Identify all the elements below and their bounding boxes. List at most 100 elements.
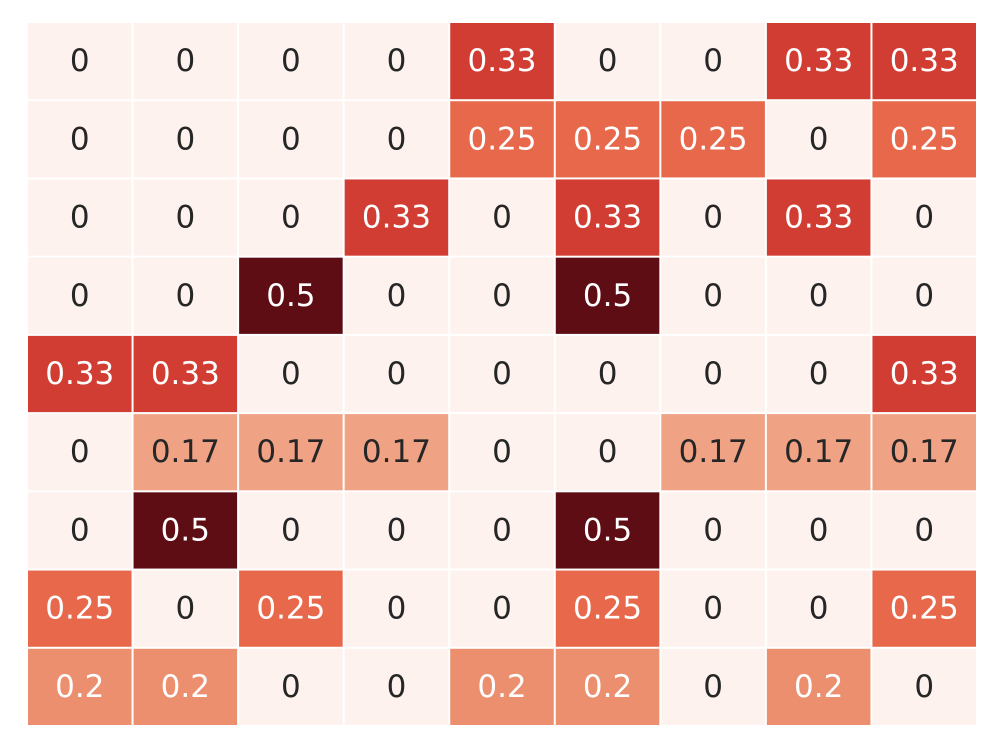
- heatmap-cell-label-r5-c5: 0: [598, 434, 618, 470]
- heatmap-cell-r2-c8: [872, 179, 976, 256]
- heatmap-cell-r1-c8: [872, 101, 976, 178]
- heatmap-cell-r0-c8: [872, 23, 976, 100]
- heatmap-cell-label-r8-c4: 0.2: [477, 669, 526, 705]
- heatmap-cell-label-r5-c8: 0.17: [890, 434, 959, 470]
- heatmap-cell-label-r4-c1: 0.33: [151, 356, 220, 392]
- heatmap-cell-r5-c6: [661, 414, 765, 491]
- heatmap-cell-r1-c7: [766, 101, 871, 178]
- heatmap-cell-label-r6-c5: 0.5: [583, 512, 632, 548]
- heatmap-cell-r4-c1: [133, 335, 238, 413]
- heatmap-cell-r6-c3: [344, 492, 449, 569]
- heatmap-cell-label-r5-c2: 0.17: [256, 434, 325, 470]
- heatmap-cell-r0-c0: [28, 23, 132, 100]
- heatmap-cell-r7-c5: [555, 570, 660, 647]
- heatmap-cell-label-r6-c0: 0: [70, 512, 90, 548]
- heatmap-cell-r1-c1: [133, 101, 238, 178]
- heatmap-cell-label-r5-c3: 0.17: [362, 434, 431, 470]
- heatmap-cell-label-r6-c8: 0: [914, 512, 934, 548]
- heatmap-cell-r8-c0: [28, 648, 132, 725]
- heatmap-cell-r5-c8: [872, 414, 976, 491]
- heatmap-cell-label-r2-c5: 0.33: [573, 200, 642, 236]
- heatmap-cell-r5-c5: [555, 414, 660, 491]
- heatmap-cell-label-r0-c1: 0: [175, 43, 195, 79]
- heatmap-cell-label-r8-c7: 0.2: [794, 669, 843, 705]
- heatmap-cell-r8-c6: [661, 648, 765, 725]
- heatmap-cell-label-r7-c8: 0.25: [890, 591, 959, 627]
- heatmap-cell-r1-c5: [555, 101, 660, 178]
- heatmap-cell-r0-c3: [344, 23, 449, 100]
- heatmap-cell-label-r5-c1: 0.17: [151, 434, 220, 470]
- heatmap-cell-label-r5-c6: 0.17: [679, 434, 748, 470]
- heatmap-cell-r4-c7: [766, 335, 871, 413]
- heatmap-cell-label-r0-c4: 0.33: [467, 43, 536, 79]
- heatmap-cell-r5-c0: [28, 414, 132, 491]
- heatmap-cell-label-r6-c6: 0: [703, 512, 723, 548]
- heatmap-cell-label-r3-c4: 0: [492, 278, 512, 314]
- heatmap-cell-label-r1-c1: 0: [175, 121, 195, 157]
- heatmap-cell-label-r0-c5: 0: [598, 43, 618, 79]
- heatmap-cell-r1-c4: [450, 101, 554, 178]
- heatmap-cell-r6-c8: [872, 492, 976, 569]
- heatmap-cell-r5-c2: [239, 414, 343, 491]
- heatmap-cell-label-r3-c3: 0: [387, 278, 407, 314]
- heatmap-cell-r6-c7: [766, 492, 871, 569]
- heatmap-cell-label-r0-c6: 0: [703, 43, 723, 79]
- heatmap-cell-r6-c6: [661, 492, 765, 569]
- heatmap-cell-label-r8-c6: 0: [703, 669, 723, 705]
- heatmap-cell-r8-c2: [239, 648, 343, 725]
- heatmap-cell-label-r2-c8: 0: [914, 200, 934, 236]
- heatmap-cell-r0-c7: [766, 23, 871, 100]
- heatmap-cell-r7-c8: [872, 570, 976, 647]
- heatmap-cell-r5-c1: [133, 414, 238, 491]
- heatmap-cell-r7-c2: [239, 570, 343, 647]
- heatmap-cell-label-r2-c6: 0: [703, 200, 723, 236]
- heatmap-cell-label-r7-c7: 0: [809, 591, 829, 627]
- heatmap-cell-r2-c6: [661, 179, 765, 256]
- heatmap-cell-r2-c4: [450, 179, 554, 256]
- heatmap-cell-r3-c1: [133, 257, 238, 334]
- heatmap-cell-r7-c7: [766, 570, 871, 647]
- heatmap-cell-r7-c6: [661, 570, 765, 647]
- heatmap-cell-r5-c7: [766, 414, 871, 491]
- heatmap-cell-label-r7-c2: 0.25: [256, 591, 325, 627]
- heatmap-cell-label-r4-c5: 0: [598, 356, 618, 392]
- heatmap-cell-label-r4-c2: 0: [281, 356, 301, 392]
- heatmap-cell-label-r6-c4: 0: [492, 512, 512, 548]
- heatmap-cell-r4-c5: [555, 335, 660, 413]
- heatmap-cell-r8-c3: [344, 648, 449, 725]
- heatmap-cell-r0-c1: [133, 23, 238, 100]
- heatmap-cell-r2-c3: [344, 179, 449, 256]
- heatmap-cell-label-r1-c8: 0.25: [890, 121, 959, 157]
- heatmap-cell-label-r7-c0: 0.25: [45, 591, 114, 627]
- heatmap-chart: 0 0 0 0 0.33 0 0 0.33 0.33 0 0 0 0 0.25 0.25 0.25 0 0.25 0…: [27, 22, 977, 726]
- heatmap-cell-r4-c6: [661, 335, 765, 413]
- heatmap-cell-r5-c4: [450, 414, 554, 491]
- heatmap-cell-label-r0-c8: 0.33: [890, 43, 959, 79]
- heatmap-cell-label-r8-c1: 0.2: [161, 669, 210, 705]
- heatmap-cell-r8-c1: [133, 648, 238, 725]
- heatmap-cell-label-r7-c5: 0.25: [573, 591, 642, 627]
- heatmap-cell-r6-c1: [133, 492, 238, 569]
- heatmap-cell-label-r8-c5: 0.2: [583, 669, 632, 705]
- heatmap-cell-r1-c3: [344, 101, 449, 178]
- heatmap-cell-r4-c4: [450, 335, 554, 413]
- heatmap-cell-r1-c6: [661, 101, 765, 178]
- heatmap-cell-r8-c4: [450, 648, 554, 725]
- heatmap-cell-label-r4-c8: 0.33: [890, 356, 959, 392]
- heatmap-cell-r3-c4: [450, 257, 554, 334]
- heatmap-cell-r6-c0: [28, 492, 132, 569]
- heatmap-cell-r2-c5: [555, 179, 660, 256]
- heatmap-cell-r1-c0: [28, 101, 132, 178]
- heatmap-cell-r2-c7: [766, 179, 871, 256]
- heatmap-cell-label-r3-c0: 0: [70, 278, 90, 314]
- heatmap-cell-label-r1-c4: 0.25: [467, 121, 536, 157]
- heatmap-cell-r0-c2: [239, 23, 343, 100]
- heatmap-cell-label-r8-c8: 0: [914, 669, 934, 705]
- heatmap-cell-r4-c3: [344, 335, 449, 413]
- heatmap-cell-r3-c7: [766, 257, 871, 334]
- heatmap-cell-label-r7-c4: 0: [492, 591, 512, 627]
- heatmap-cell-label-r0-c7: 0.33: [784, 43, 853, 79]
- heatmap-cell-r3-c6: [661, 257, 765, 334]
- heatmap-cell-r0-c5: [555, 23, 660, 100]
- heatmap-cell-r7-c3: [344, 570, 449, 647]
